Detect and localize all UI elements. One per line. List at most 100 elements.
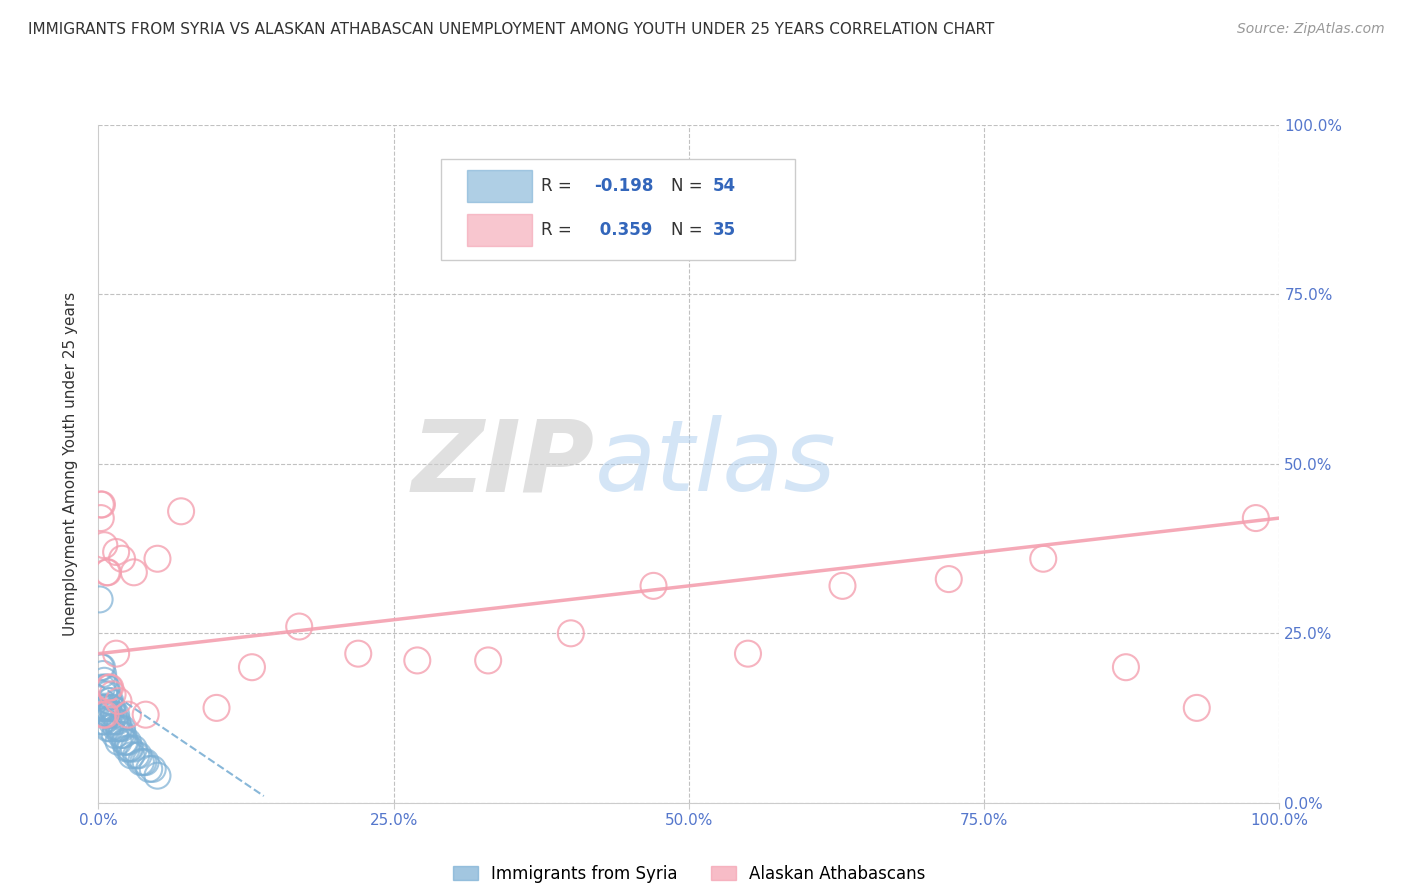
Point bbox=[112, 735, 135, 749]
Y-axis label: Unemployment Among Youth under 25 years: Unemployment Among Youth under 25 years bbox=[63, 292, 77, 636]
Point bbox=[91, 707, 114, 722]
Point bbox=[91, 714, 114, 729]
Point bbox=[117, 735, 139, 749]
Point bbox=[98, 694, 121, 708]
Point bbox=[107, 735, 129, 749]
Point bbox=[643, 579, 665, 593]
Point bbox=[97, 721, 120, 735]
Text: 0.359: 0.359 bbox=[595, 221, 652, 239]
Text: ZIP: ZIP bbox=[412, 416, 595, 512]
Point bbox=[93, 687, 115, 701]
Point bbox=[101, 701, 124, 715]
Point bbox=[121, 748, 143, 763]
Point bbox=[94, 701, 117, 715]
Point bbox=[98, 681, 121, 695]
Point bbox=[288, 619, 311, 633]
Point bbox=[97, 687, 120, 701]
Text: IMMIGRANTS FROM SYRIA VS ALASKAN ATHABASCAN UNEMPLOYMENT AMONG YOUTH UNDER 25 YE: IMMIGRANTS FROM SYRIA VS ALASKAN ATHABAS… bbox=[28, 22, 994, 37]
Point bbox=[93, 673, 115, 688]
FancyBboxPatch shape bbox=[467, 169, 531, 202]
Point bbox=[98, 707, 121, 722]
Point bbox=[117, 707, 139, 722]
Point bbox=[406, 653, 429, 667]
Point bbox=[98, 721, 121, 735]
Point bbox=[105, 647, 128, 661]
Point bbox=[100, 714, 122, 729]
Point bbox=[477, 653, 499, 667]
Point bbox=[105, 545, 128, 559]
Point bbox=[91, 660, 114, 674]
Text: R =: R = bbox=[541, 221, 578, 239]
Point bbox=[120, 741, 142, 756]
Point bbox=[110, 728, 132, 742]
Point bbox=[91, 667, 114, 681]
Text: N =: N = bbox=[671, 177, 709, 194]
Legend: Immigrants from Syria, Alaskan Athabascans: Immigrants from Syria, Alaskan Athabasca… bbox=[446, 858, 932, 889]
Point bbox=[91, 701, 114, 715]
Point bbox=[107, 694, 129, 708]
Point bbox=[107, 721, 129, 735]
Point bbox=[94, 681, 117, 695]
Point bbox=[118, 741, 141, 756]
Point bbox=[240, 660, 263, 674]
Point bbox=[112, 728, 135, 742]
Point bbox=[205, 701, 228, 715]
Point bbox=[100, 701, 122, 715]
Point bbox=[96, 707, 118, 722]
Point bbox=[108, 721, 131, 735]
Point bbox=[93, 538, 115, 552]
Point bbox=[146, 551, 169, 566]
Text: -0.198: -0.198 bbox=[595, 177, 654, 194]
Point bbox=[347, 647, 370, 661]
Point bbox=[98, 681, 121, 695]
Point bbox=[132, 755, 155, 769]
Point bbox=[98, 694, 121, 708]
Point bbox=[146, 769, 169, 783]
FancyBboxPatch shape bbox=[467, 214, 531, 246]
Point bbox=[101, 687, 124, 701]
Point bbox=[114, 735, 136, 749]
Point bbox=[128, 748, 150, 763]
Point bbox=[89, 592, 111, 607]
Point bbox=[737, 647, 759, 661]
Point bbox=[103, 707, 125, 722]
Point bbox=[111, 551, 134, 566]
Point bbox=[97, 701, 120, 715]
Point bbox=[104, 714, 127, 729]
Point bbox=[98, 707, 121, 722]
Point bbox=[129, 755, 152, 769]
FancyBboxPatch shape bbox=[441, 159, 796, 260]
Point bbox=[97, 566, 120, 580]
Point bbox=[1115, 660, 1137, 674]
Point bbox=[94, 707, 117, 722]
Point bbox=[93, 714, 115, 729]
Point bbox=[938, 572, 960, 586]
Point bbox=[105, 714, 128, 729]
Text: N =: N = bbox=[671, 221, 709, 239]
Point bbox=[90, 701, 112, 715]
Point bbox=[122, 566, 145, 580]
Point bbox=[1185, 701, 1208, 715]
Text: 35: 35 bbox=[713, 221, 735, 239]
Point bbox=[135, 707, 157, 722]
Text: atlas: atlas bbox=[595, 416, 837, 512]
Point bbox=[96, 566, 118, 580]
Point bbox=[90, 511, 112, 525]
Point bbox=[125, 748, 148, 763]
Point bbox=[1244, 511, 1267, 525]
Point bbox=[122, 741, 145, 756]
Text: R =: R = bbox=[541, 177, 578, 194]
Point bbox=[105, 707, 128, 722]
Point bbox=[831, 579, 853, 593]
Point bbox=[1032, 551, 1054, 566]
Point bbox=[105, 721, 128, 735]
Point bbox=[104, 728, 127, 742]
Point bbox=[560, 626, 582, 640]
Point bbox=[90, 498, 112, 512]
Point bbox=[135, 755, 157, 769]
Point bbox=[170, 504, 193, 518]
Point bbox=[91, 681, 114, 695]
Text: Source: ZipAtlas.com: Source: ZipAtlas.com bbox=[1237, 22, 1385, 37]
Text: 54: 54 bbox=[713, 177, 735, 194]
Point bbox=[90, 660, 112, 674]
